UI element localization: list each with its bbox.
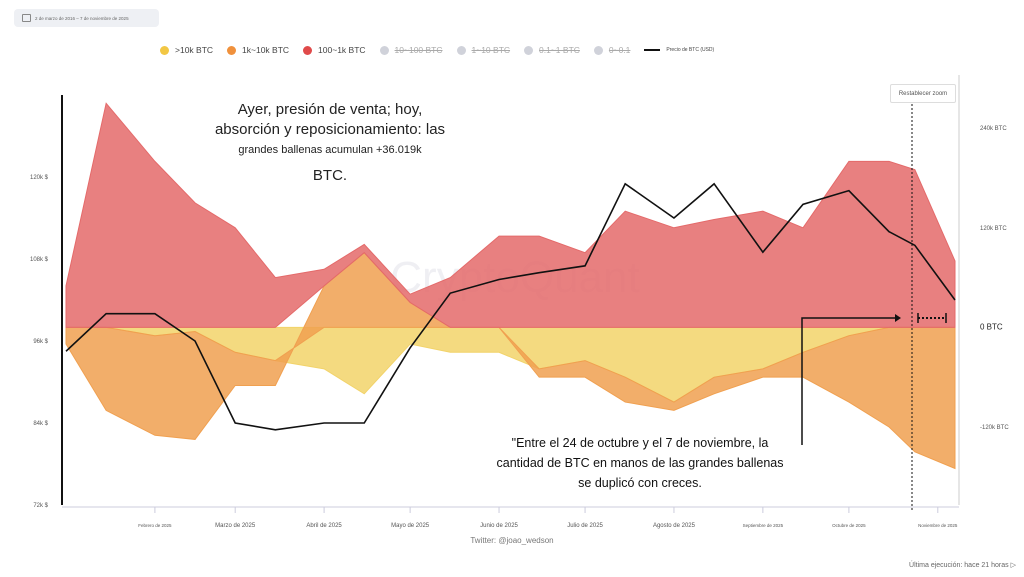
y-left-tick: 108k $ xyxy=(30,257,49,263)
annotation-line: se duplicó con creces. xyxy=(578,476,702,490)
x-tick-label: Junio de 2025 xyxy=(480,523,518,529)
calendar-icon xyxy=(22,14,31,22)
legend-item-0-0.1[interactable]: 0~0.1 xyxy=(593,45,631,55)
legend: >10k BTC 1k~10k BTC 100~1k BTC 10~100 BT… xyxy=(160,45,714,55)
arrow-connector xyxy=(801,317,895,445)
legend-item-0.1-1[interactable]: 0.1~1 BTC xyxy=(524,45,580,55)
annotation-line: "Entre el 24 de octubre y el 7 de noviem… xyxy=(511,436,769,450)
date-range-label: 2 de marzo de 2016 – 7 de noviembre de 2… xyxy=(35,15,129,21)
legend-item-1-10[interactable]: 1~10 BTC xyxy=(456,45,511,55)
x-tick-label: Agosto de 2025 xyxy=(653,523,696,529)
y-left-tick: 84k $ xyxy=(33,421,48,427)
y-right-tick: -120k BTC xyxy=(980,425,1009,431)
y-right-tick: 240k BTC xyxy=(980,126,1007,132)
annotation-line: absorción y reposicionamiento: las xyxy=(214,121,446,138)
legend-label: 1~10 BTC xyxy=(471,45,511,55)
arrow-head xyxy=(895,314,901,322)
x-tick-label: Noviembre de 2025 xyxy=(918,523,958,528)
y-left-tick: 96k $ xyxy=(33,339,48,345)
legend-label: 0~0.1 xyxy=(608,45,631,55)
legend-label: 10~100 BTC xyxy=(394,45,443,55)
annotation-line: grandes ballenas acumulan +36.019k xyxy=(238,144,422,156)
legend-dot xyxy=(456,45,466,55)
x-tick-label: Marzo de 2025 xyxy=(215,523,256,529)
area-series-2 xyxy=(65,102,956,328)
legend-dot xyxy=(303,45,313,55)
last-run[interactable]: Última ejecución: hace 21 horas ▷ xyxy=(909,562,1016,569)
y-left-tick: 72k $ xyxy=(33,503,48,509)
legend-item-price[interactable]: Precio de BTC (USD) xyxy=(644,47,714,53)
footer-credit: Twitter: @joao_wedson xyxy=(470,536,554,545)
legend-label: Precio de BTC (USD) xyxy=(666,47,715,53)
x-tick-label: Abril de 2025 xyxy=(306,523,342,529)
annotation-line: Ayer, presión de venta; hoy, xyxy=(237,101,423,118)
reset-zoom-button[interactable]: Restablecer zoom xyxy=(890,84,956,103)
legend-item-1k-10k[interactable]: 1k~10k BTC xyxy=(227,45,289,55)
y-right-tick: 120k BTC xyxy=(980,226,1007,232)
price-line xyxy=(65,182,956,431)
legend-dot xyxy=(593,45,603,55)
legend-label: 100~1k BTC xyxy=(318,45,366,55)
legend-label: 1k~10k BTC xyxy=(242,45,290,55)
line-icon xyxy=(644,49,661,51)
legend-dot xyxy=(524,45,534,55)
annotation-bottom: "Entre el 24 de octubre y el 7 de noviem… xyxy=(480,433,800,493)
legend-label: >10k BTC xyxy=(175,45,214,55)
x-tick-label: Septiembre de 2025 xyxy=(743,523,784,528)
annotation-line: BTC. xyxy=(312,167,348,184)
annotation-line: cantidad de BTC en manos de las grandes … xyxy=(496,456,784,470)
y-left-tick: 120k $ xyxy=(30,175,49,181)
legend-item-100-1k[interactable]: 100~1k BTC xyxy=(303,45,366,55)
x-tick-label: Febrero de 2025 xyxy=(138,523,172,528)
x-tick-label: Julio de 2025 xyxy=(567,523,603,529)
legend-dot xyxy=(379,45,389,55)
y-right-tick: 0 BTC xyxy=(980,322,1003,331)
x-tick-label: Mayo de 2025 xyxy=(391,523,430,529)
legend-item-10k[interactable]: >10k BTC xyxy=(160,45,213,55)
legend-dot xyxy=(227,45,237,55)
x-tick-label: Octubre de 2025 xyxy=(832,523,866,528)
annotation-top: Ayer, presión de venta; hoy, absorción y… xyxy=(205,100,455,186)
date-range-picker[interactable]: 2 de marzo de 2016 – 7 de noviembre de 2… xyxy=(14,9,159,27)
legend-dot xyxy=(160,45,169,55)
legend-label: 0.1~1 BTC xyxy=(539,45,580,55)
legend-item-10-100[interactable]: 10~100 BTC xyxy=(379,45,443,55)
